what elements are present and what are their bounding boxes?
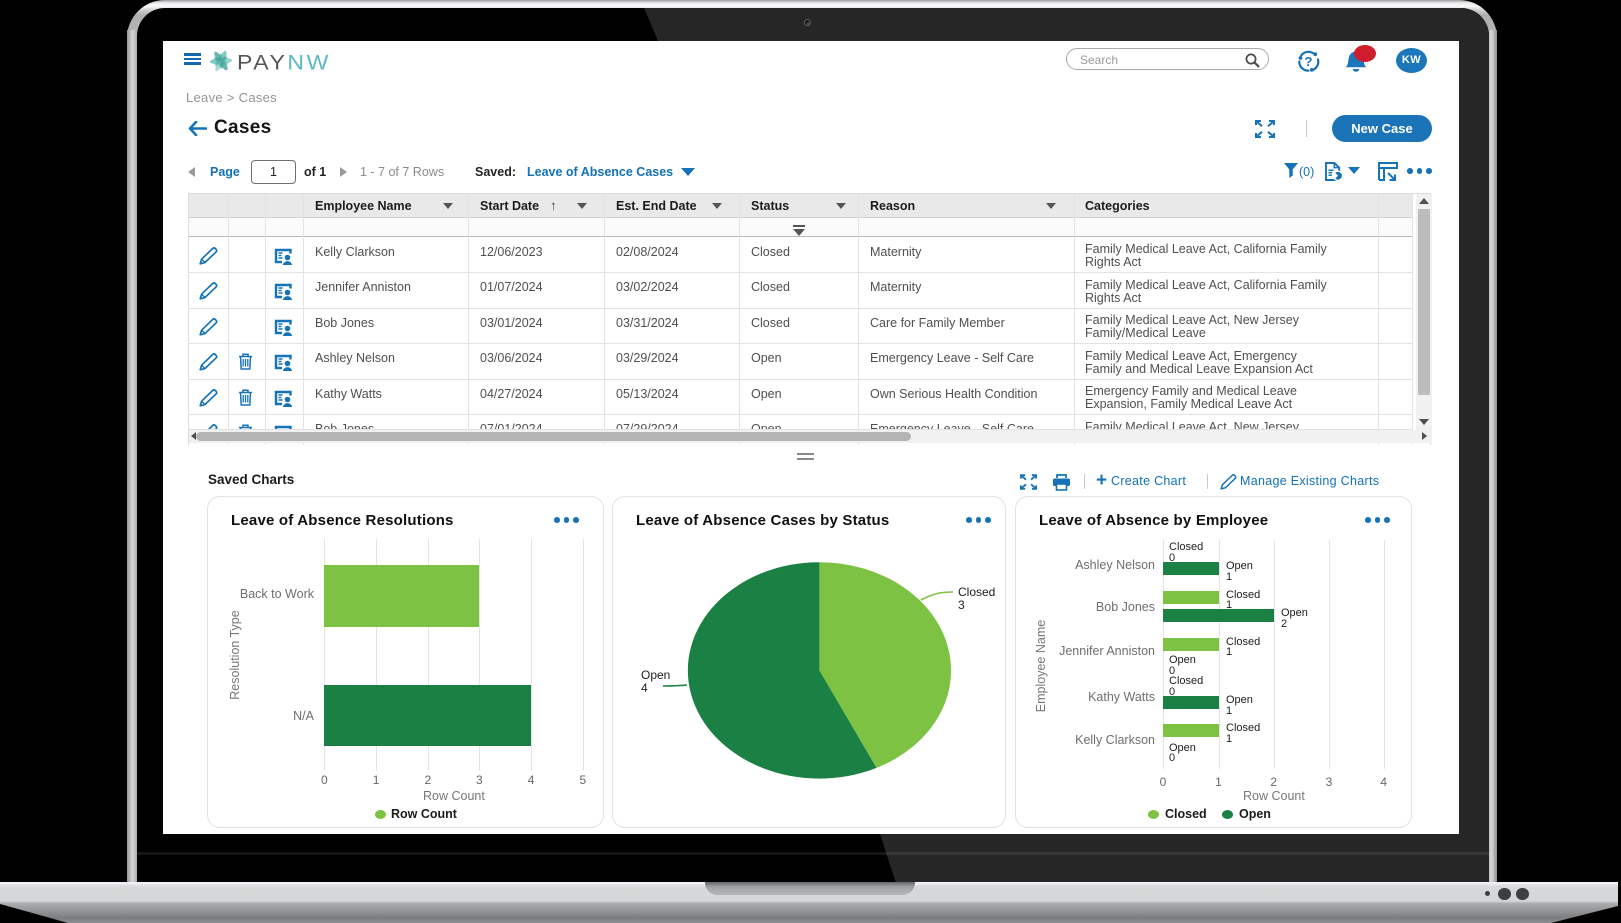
svg-text:?: ? [1305, 54, 1313, 69]
